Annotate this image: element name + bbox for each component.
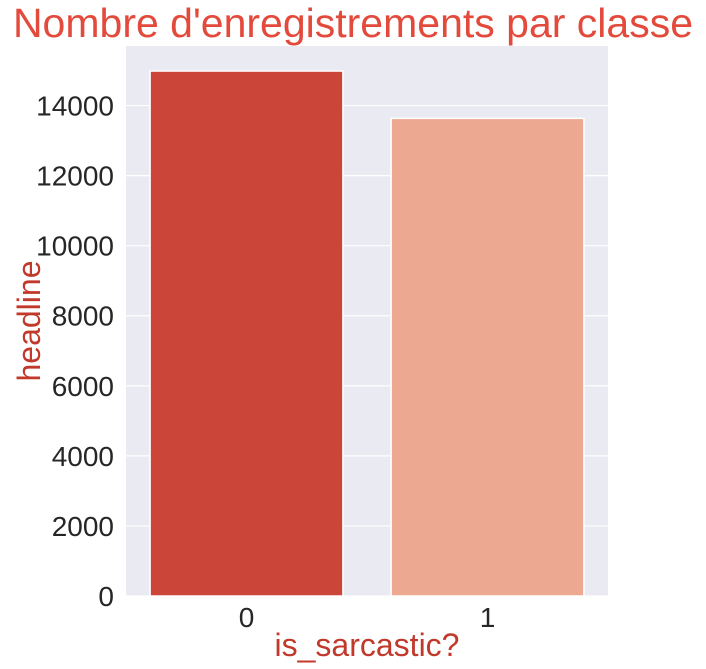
y-tick-label: 8000 [52, 301, 114, 332]
x-axis-label: is_sarcastic? [275, 627, 460, 663]
y-axis-ticks: 0 2000 4000 6000 8000 10000 12000 14000 [36, 91, 114, 612]
x-tick-label: 0 [239, 602, 255, 633]
y-tick-label: 6000 [52, 371, 114, 402]
bar-0 [149, 70, 344, 597]
y-tick-label: 10000 [36, 231, 114, 262]
y-tick-label: 12000 [36, 161, 114, 192]
y-tick-label: 2000 [52, 511, 114, 542]
bar-1 [390, 117, 585, 597]
y-tick-label: 4000 [52, 441, 114, 472]
chart-title: Nombre d'enregistrements par classe [12, 0, 694, 46]
bars [149, 70, 585, 597]
y-tick-label: 14000 [36, 91, 114, 122]
x-tick-label: 1 [480, 602, 496, 633]
y-axis-label: headline [11, 261, 47, 382]
y-tick-label: 0 [98, 581, 114, 612]
